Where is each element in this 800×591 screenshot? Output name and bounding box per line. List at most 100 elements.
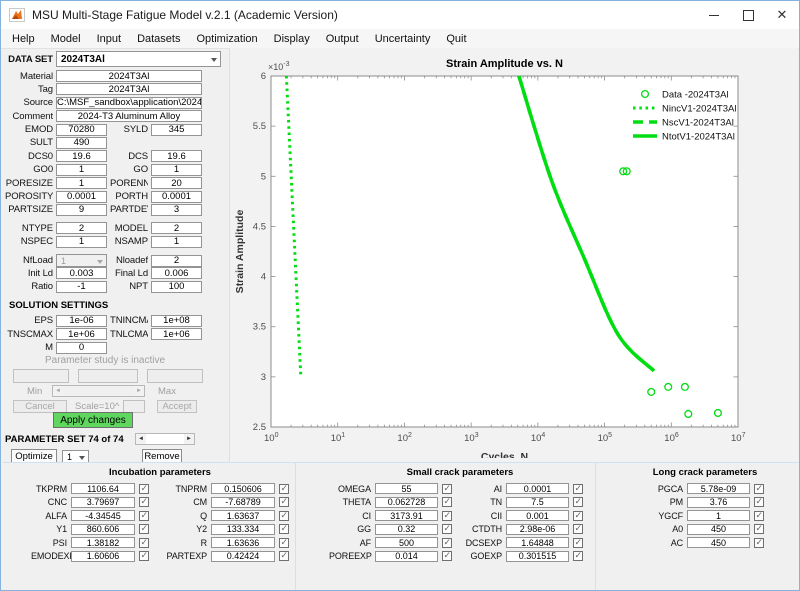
param-checkbox-checked[interactable] — [279, 510, 289, 521]
param-study-input[interactable] — [13, 369, 69, 383]
field-input[interactable] — [151, 328, 202, 341]
param-checkbox-checked[interactable] — [442, 537, 452, 548]
param-study-slider[interactable]: ◄ ► — [52, 385, 145, 397]
field-input[interactable] — [56, 110, 202, 123]
param-input[interactable] — [375, 496, 438, 508]
param-input[interactable] — [211, 483, 275, 494]
param-checkbox-checked[interactable] — [573, 496, 583, 508]
param-input[interactable] — [211, 510, 275, 522]
param-input[interactable] — [687, 537, 750, 549]
param-input[interactable] — [71, 537, 135, 549]
field-input[interactable] — [151, 235, 202, 248]
param-checkbox-checked[interactable] — [279, 550, 289, 562]
menu-item[interactable]: Output — [325, 32, 359, 45]
param-study-input[interactable] — [147, 369, 203, 383]
field-input[interactable] — [56, 341, 107, 354]
param-checkbox-checked[interactable] — [442, 496, 452, 508]
param-input[interactable] — [71, 483, 135, 494]
param-input[interactable] — [506, 483, 569, 494]
menu-item[interactable]: Input — [96, 32, 122, 45]
field-input[interactable] — [151, 280, 202, 293]
accept-button[interactable]: Accept — [157, 400, 197, 413]
field-input[interactable] — [56, 136, 107, 149]
field-input[interactable] — [151, 222, 202, 235]
menu-item[interactable]: Help — [12, 32, 35, 45]
param-input[interactable] — [506, 550, 569, 562]
field-input[interactable] — [151, 123, 202, 136]
param-input[interactable] — [687, 483, 750, 494]
field-input[interactable] — [56, 177, 107, 190]
field-input[interactable] — [151, 254, 202, 267]
field-input[interactable] — [56, 203, 107, 216]
param-study-input[interactable] — [78, 369, 138, 383]
param-checkbox-checked[interactable] — [442, 510, 452, 521]
field-input[interactable] — [56, 280, 107, 293]
field-input[interactable] — [151, 163, 202, 176]
field-input[interactable] — [151, 314, 202, 327]
param-checkbox-checked[interactable] — [442, 523, 452, 535]
param-checkbox-checked[interactable] — [139, 537, 149, 548]
param-checkbox-checked[interactable] — [139, 550, 149, 562]
param-input[interactable] — [506, 523, 569, 535]
field-input[interactable] — [151, 190, 202, 203]
param-checkbox-checked[interactable] — [573, 483, 583, 494]
field-input[interactable] — [56, 235, 107, 248]
param-checkbox-checked[interactable] — [754, 523, 764, 535]
maximize-button[interactable] — [731, 1, 765, 29]
param-checkbox-checked[interactable] — [754, 496, 764, 508]
apply-changes-button[interactable]: Apply changes — [53, 412, 133, 428]
param-input[interactable] — [687, 510, 750, 522]
menu-item[interactable]: Model — [50, 32, 81, 45]
param-checkbox-checked[interactable] — [754, 510, 764, 521]
close-button[interactable]: ✕ — [765, 1, 799, 29]
menu-item[interactable]: Uncertainty — [374, 32, 431, 45]
param-input[interactable] — [71, 510, 135, 522]
param-checkbox-checked[interactable] — [279, 537, 289, 548]
field-input[interactable] — [56, 314, 107, 327]
param-input[interactable] — [375, 537, 438, 549]
param-input[interactable] — [71, 550, 135, 562]
field-input[interactable] — [151, 150, 202, 163]
param-input[interactable] — [211, 537, 275, 549]
menu-item[interactable]: Display — [273, 32, 310, 45]
param-checkbox-checked[interactable] — [279, 496, 289, 508]
param-checkbox-checked[interactable] — [442, 483, 452, 494]
field-input[interactable] — [56, 123, 107, 136]
param-input[interactable] — [71, 496, 135, 508]
param-input[interactable] — [687, 523, 750, 535]
param-input[interactable] — [211, 523, 275, 535]
cancel-button[interactable]: Cancel — [13, 400, 67, 413]
param-checkbox-checked[interactable] — [754, 537, 764, 548]
param-checkbox-checked[interactable] — [442, 550, 452, 562]
field-input[interactable] — [56, 328, 107, 341]
menu-item[interactable]: Optimization — [196, 32, 258, 45]
param-input[interactable] — [375, 510, 438, 522]
param-checkbox-checked[interactable] — [279, 483, 289, 494]
param-checkbox-checked[interactable] — [139, 483, 149, 494]
param-checkbox-checked[interactable] — [754, 483, 764, 494]
param-input[interactable] — [375, 550, 438, 562]
field-input[interactable] — [56, 163, 107, 176]
field-input[interactable] — [151, 177, 202, 190]
field-input[interactable] — [151, 203, 202, 216]
param-checkbox-checked[interactable] — [573, 510, 583, 521]
param-input[interactable] — [506, 496, 569, 508]
param-input[interactable] — [506, 537, 569, 549]
dataset-select[interactable]: 2024T3Al — [56, 51, 221, 67]
param-input[interactable] — [211, 496, 275, 508]
menu-item[interactable]: Quit — [446, 32, 467, 45]
nfload-select[interactable]: 1 — [56, 254, 107, 268]
param-checkbox-checked[interactable] — [573, 537, 583, 548]
param-checkbox-checked[interactable] — [573, 550, 583, 562]
field-input[interactable] — [56, 150, 107, 163]
field-input[interactable] — [151, 267, 202, 280]
menu-item[interactable]: Datasets — [137, 32, 181, 45]
param-input[interactable] — [211, 550, 275, 562]
param-input[interactable] — [71, 523, 135, 535]
remove-button[interactable]: Remove — [142, 449, 182, 463]
optimize-button[interactable]: Optimize — [11, 449, 57, 463]
field-input[interactable] — [56, 222, 107, 235]
field-input[interactable] — [56, 267, 107, 280]
param-input[interactable] — [687, 496, 750, 508]
param-checkbox-checked[interactable] — [573, 523, 583, 535]
